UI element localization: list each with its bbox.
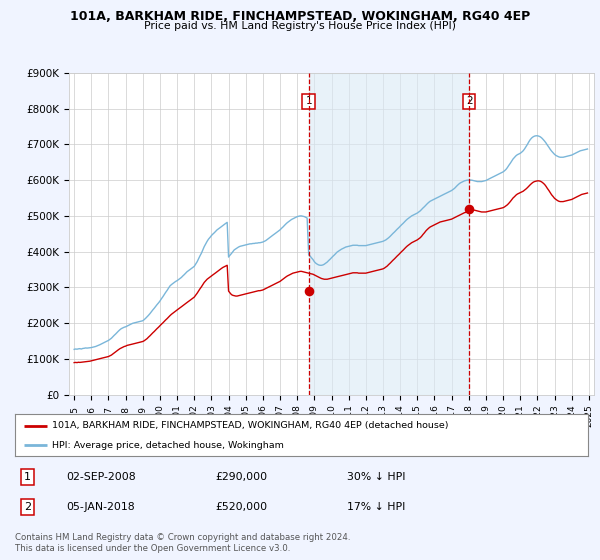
Text: £290,000: £290,000 [215,472,268,482]
Text: HPI: Average price, detached house, Wokingham: HPI: Average price, detached house, Woki… [52,441,284,450]
Text: 17% ↓ HPI: 17% ↓ HPI [347,502,406,512]
Text: Price paid vs. HM Land Registry's House Price Index (HPI): Price paid vs. HM Land Registry's House … [144,21,456,31]
Text: 2: 2 [24,502,31,512]
Text: 101A, BARKHAM RIDE, FINCHAMPSTEAD, WOKINGHAM, RG40 4EP (detached house): 101A, BARKHAM RIDE, FINCHAMPSTEAD, WOKIN… [52,421,449,430]
Bar [308,73,469,395]
Point [464,204,474,213]
Text: £520,000: £520,000 [215,502,268,512]
Text: 2: 2 [466,96,472,106]
Text: 1: 1 [24,472,31,482]
Text: 05-JAN-2018: 05-JAN-2018 [67,502,135,512]
Text: 02-SEP-2008: 02-SEP-2008 [67,472,136,482]
Text: 30% ↓ HPI: 30% ↓ HPI [347,472,406,482]
Text: 101A, BARKHAM RIDE, FINCHAMPSTEAD, WOKINGHAM, RG40 4EP: 101A, BARKHAM RIDE, FINCHAMPSTEAD, WOKIN… [70,10,530,23]
Point [304,287,313,296]
Text: Contains HM Land Registry data © Crown copyright and database right 2024.
This d: Contains HM Land Registry data © Crown c… [15,533,350,553]
Text: 1: 1 [305,96,312,106]
